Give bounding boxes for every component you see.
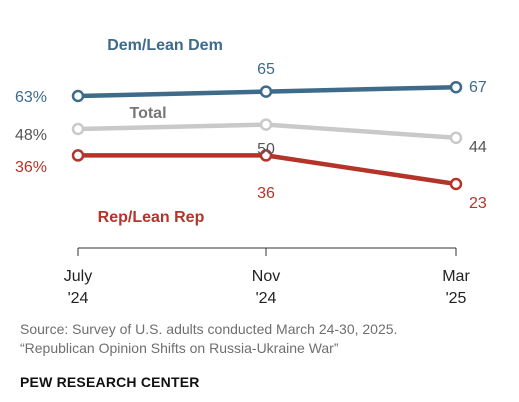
data-label-rep-lean-rep-2: 23 <box>469 195 487 212</box>
point-rep-lean-rep-0 <box>71 149 85 162</box>
series-label-rep-lean-rep: Rep/Lean Rep <box>98 209 205 226</box>
x-tick-label-0-0: July <box>64 268 92 285</box>
point-total-0 <box>71 122 85 136</box>
series-label-dem-lean-dem: Dem/Lean Dem <box>107 37 223 54</box>
source-note: Source: Survey of U.S. adults conducted … <box>20 320 397 358</box>
point-total-2 <box>449 131 463 145</box>
x-tick-label-1-1: '24 <box>256 290 277 307</box>
data-label-dem-lean-dem-2: 67 <box>469 79 487 96</box>
x-tick-label-2-1: '25 <box>446 290 467 307</box>
point-dem-lean-dem-1 <box>259 85 273 98</box>
point-dem-lean-dem-0 <box>71 89 85 103</box>
data-label-rep-lean-rep-0: 36% <box>15 159 47 176</box>
data-label-total-0: 48% <box>15 127 47 144</box>
data-label-total-1: 50 <box>257 141 275 158</box>
point-rep-lean-rep-1 <box>259 149 273 162</box>
x-tick-label-0-1: '24 <box>68 290 89 307</box>
x-tick-label-1-0: Nov <box>252 268 280 285</box>
line-chart: July '24 Nov '24 Mar '25 Dem/Lean Dem 63% 65 67 To… <box>15 37 487 307</box>
data-label-dem-lean-dem-1: 65 <box>257 61 275 78</box>
organization-name: PEW RESEARCH CENTER <box>20 374 200 390</box>
series-label-total: Total <box>129 105 166 122</box>
point-dem-lean-dem-2 <box>449 80 463 94</box>
data-label-total-2: 44 <box>469 139 487 156</box>
source-line-1: Source: Survey of U.S. adults conducted … <box>20 321 398 337</box>
source-line-2: “Republican Opinion Shifts on Russia-Ukr… <box>20 340 339 356</box>
data-label-rep-lean-rep-1: 36 <box>257 185 275 202</box>
point-rep-lean-rep-2 <box>449 177 463 191</box>
data-label-dem-lean-dem-0: 63% <box>15 89 47 106</box>
point-total-1 <box>259 118 273 131</box>
x-tick-label-2-0: Mar <box>442 268 470 285</box>
